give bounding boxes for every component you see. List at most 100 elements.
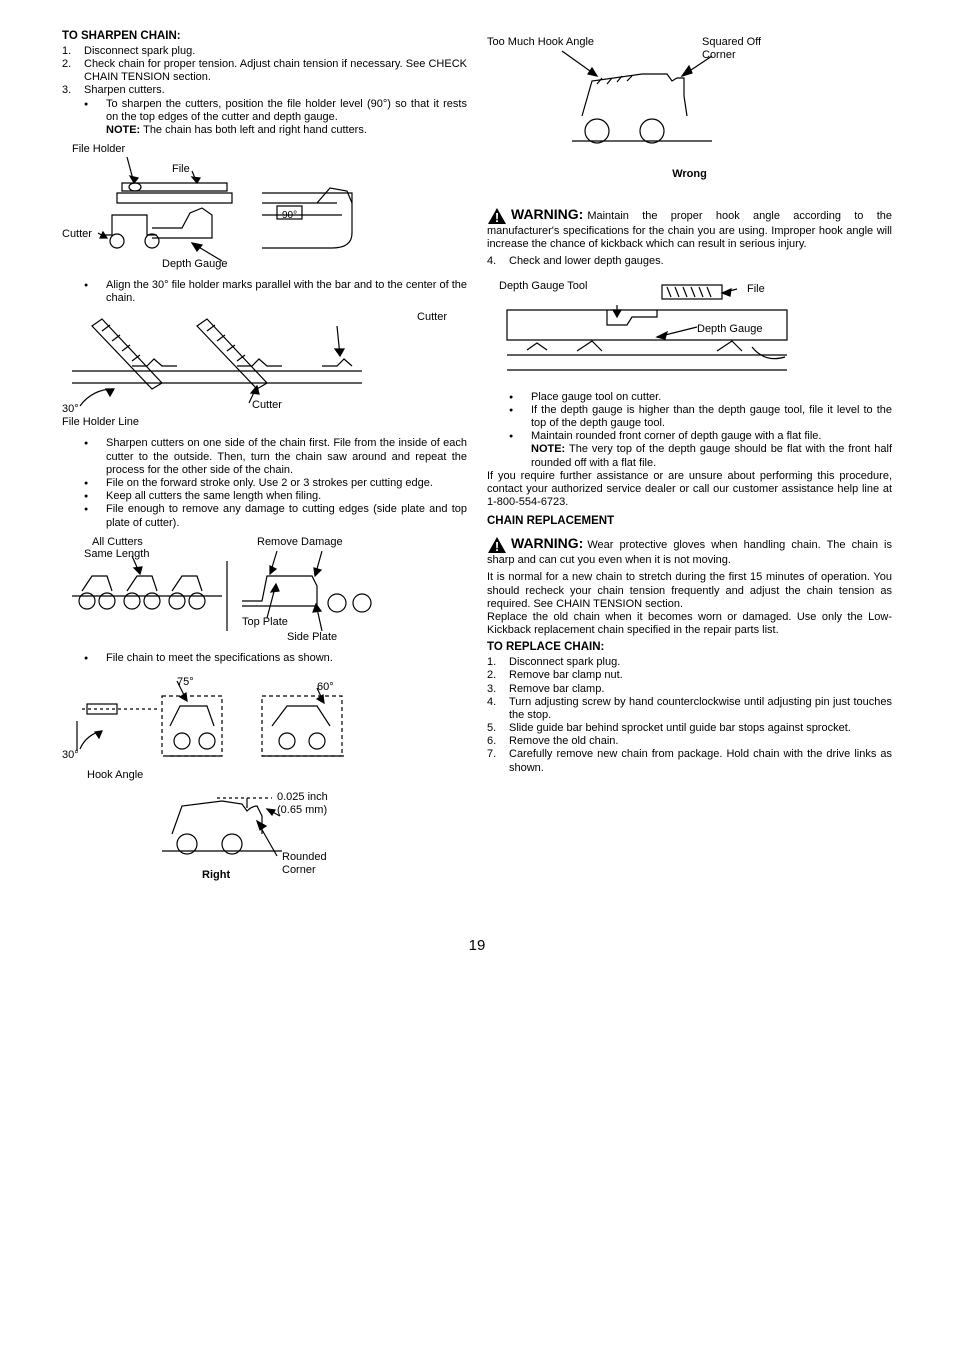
sharpen-bullets-d: ●File chain to meet the specifications a… — [62, 652, 467, 665]
right-column: Too Much Hook Angle Squared Off Corner — [487, 30, 892, 897]
heading-replacement: CHAIN REPLACEMENT — [487, 515, 892, 529]
bullet-icon: ● — [84, 503, 106, 513]
note-b: NOTE: The very top of the depth gauge sh… — [487, 443, 892, 469]
label-depth-gauge2: Depth Gauge — [697, 323, 762, 336]
sharpen-bullets-c: ●Sharpen cutters on one side of the chai… — [62, 437, 467, 529]
bullet-icon: ● — [84, 652, 106, 662]
heading-sharpen: TO SHARPEN CHAIN: — [62, 30, 467, 44]
bullet-icon: ● — [84, 477, 106, 487]
step-text: Remove the old chain. — [509, 735, 892, 748]
bullet-text: Keep all cutters the same length when fi… — [106, 490, 467, 503]
label-dim-in: 0.025 inch — [277, 791, 328, 804]
step-text: Disconnect spark plug. — [84, 45, 467, 58]
label-right: Right — [202, 869, 230, 882]
bullet-icon: ● — [84, 437, 106, 447]
fig5-svg — [487, 36, 797, 166]
sharpen-steps: 1.Disconnect spark plug. 2.Check chain f… — [62, 45, 467, 98]
svg-text:!: ! — [495, 539, 499, 554]
label-corner: Corner — [282, 864, 316, 877]
note-text: The very top of the depth gauge should b… — [531, 443, 892, 468]
label-top-plate: Top Plate — [242, 616, 288, 629]
label-90deg: 90° — [282, 210, 297, 222]
sharpen-bullets-b: ●Align the 30° file holder marks paralle… — [62, 279, 467, 305]
label-file2: File — [747, 283, 765, 296]
bullet-icon: ● — [509, 404, 531, 414]
body-stretch: It is normal for a new chain to stretch … — [487, 571, 892, 611]
bullet-icon: ● — [84, 279, 106, 289]
step-text: Turn adjusting screw by hand countercloc… — [509, 696, 892, 722]
svg-text:!: ! — [495, 210, 499, 225]
warning-1: ! WARNING:Maintain the proper hook angle… — [487, 206, 892, 251]
step-text: Remove bar clamp nut. — [509, 669, 892, 682]
fig1-svg — [62, 143, 372, 273]
fig2-svg — [62, 311, 372, 426]
warning-word: WARNING: — [511, 206, 583, 222]
sharpen-bullets-a: ●To sharpen the cutters, position the fi… — [62, 98, 467, 124]
bullet-text: File enough to remove any damage to cutt… — [106, 503, 467, 529]
assistance-text: If you require further assistance or are… — [487, 470, 892, 510]
figure-specs: 75° 60° 30° Hook Angle 0.025 inch (0.65 … — [62, 671, 467, 891]
label-same-length: Same Length — [84, 548, 149, 561]
step-text: Check and lower depth gauges. — [509, 255, 892, 268]
bullet-icon: ● — [509, 430, 531, 440]
warning-icon: ! — [487, 207, 507, 225]
page-number: 19 — [62, 937, 892, 955]
label-75: 75° — [177, 676, 194, 689]
figure-depth-gauge: Depth Gauge Tool File Depth Gauge — [487, 275, 892, 385]
left-column: TO SHARPEN CHAIN: 1.Disconnect spark plu… — [62, 30, 467, 897]
label-side-plate: Side Plate — [287, 631, 337, 644]
step-num: 1. — [487, 656, 509, 669]
label-corner: Corner — [702, 49, 736, 62]
bullet-text: Place gauge tool on cutter. — [531, 391, 892, 404]
step-text: Remove bar clamp. — [509, 683, 892, 696]
note-text: The chain has both left and right hand c… — [143, 124, 367, 136]
step4-list: 4.Check and lower depth gauges. — [487, 255, 892, 268]
figure-file-holder: File Holder File Cutter Depth Gauge 90° — [62, 143, 467, 273]
step-text: Carefully remove new chain from package.… — [509, 748, 892, 774]
bullet-text: Align the 30° file holder marks parallel… — [106, 279, 467, 305]
figure-30deg: Cutter Cutter 30° File Holder Line — [62, 311, 467, 431]
page-columns: TO SHARPEN CHAIN: 1.Disconnect spark plu… — [62, 30, 892, 897]
label-cutter2a: Cutter — [417, 311, 447, 324]
label-30: 30° — [62, 749, 79, 762]
replace-steps: 1.Disconnect spark plug. 2.Remove bar cl… — [487, 656, 892, 775]
bullet-icon: ● — [509, 391, 531, 401]
body-replace: Replace the old chain when it becomes wo… — [487, 611, 892, 637]
figure-wrong: Too Much Hook Angle Squared Off Corner — [487, 36, 892, 186]
step-num: 6. — [487, 735, 509, 748]
bullet-icon: ● — [84, 98, 106, 108]
step-num: 3. — [487, 683, 509, 696]
bullet-text: File on the forward stroke only. Use 2 o… — [106, 477, 467, 490]
bullet-text: Sharpen cutters on one side of the chain… — [106, 437, 467, 477]
label-cutter: Cutter — [62, 228, 92, 241]
label-60: 60° — [317, 681, 334, 694]
label-rounded: Rounded — [282, 851, 327, 864]
label-file-holder-line: File Holder Line — [62, 416, 139, 429]
figure-cutters-length: All Cutters Same Length Remove Damage To… — [62, 536, 467, 646]
caption-wrong: Wrong — [487, 168, 892, 181]
note-a: NOTE: The chain has both left and right … — [62, 124, 467, 137]
warning-icon: ! — [487, 536, 507, 554]
step-text: Slide guide bar behind sprocket until gu… — [509, 722, 892, 735]
step-num: 7. — [487, 748, 509, 761]
label-depth-tool: Depth Gauge Tool — [499, 280, 587, 293]
step-num: 4. — [487, 696, 509, 709]
label-remove-damage: Remove Damage — [257, 536, 343, 549]
note-label: NOTE: — [531, 443, 565, 455]
label-too-much: Too Much Hook Angle — [487, 36, 594, 49]
step-text: Disconnect spark plug. — [509, 656, 892, 669]
bullet-text: To sharpen the cutters, position the fil… — [106, 98, 467, 124]
bullet-text: Maintain rounded front corner of depth g… — [531, 430, 892, 443]
heading-replace-chain: TO REPLACE CHAIN: — [487, 641, 892, 655]
label-file: File — [172, 163, 190, 176]
gauge-bullets: ●Place gauge tool on cutter. ●If the dep… — [487, 391, 892, 444]
bullet-text: File chain to meet the specifications as… — [106, 652, 467, 665]
step-num: 2. — [62, 58, 84, 71]
label-30deg: 30° — [62, 403, 79, 416]
label-squared: Squared Off — [702, 36, 761, 49]
label-file-holder: File Holder — [72, 143, 125, 156]
step-text: Check chain for proper tension. Adjust c… — [84, 58, 467, 84]
step-num: 4. — [487, 255, 509, 268]
step-text: Sharpen cutters. — [84, 84, 467, 97]
label-depth-gauge: Depth Gauge — [162, 258, 227, 271]
